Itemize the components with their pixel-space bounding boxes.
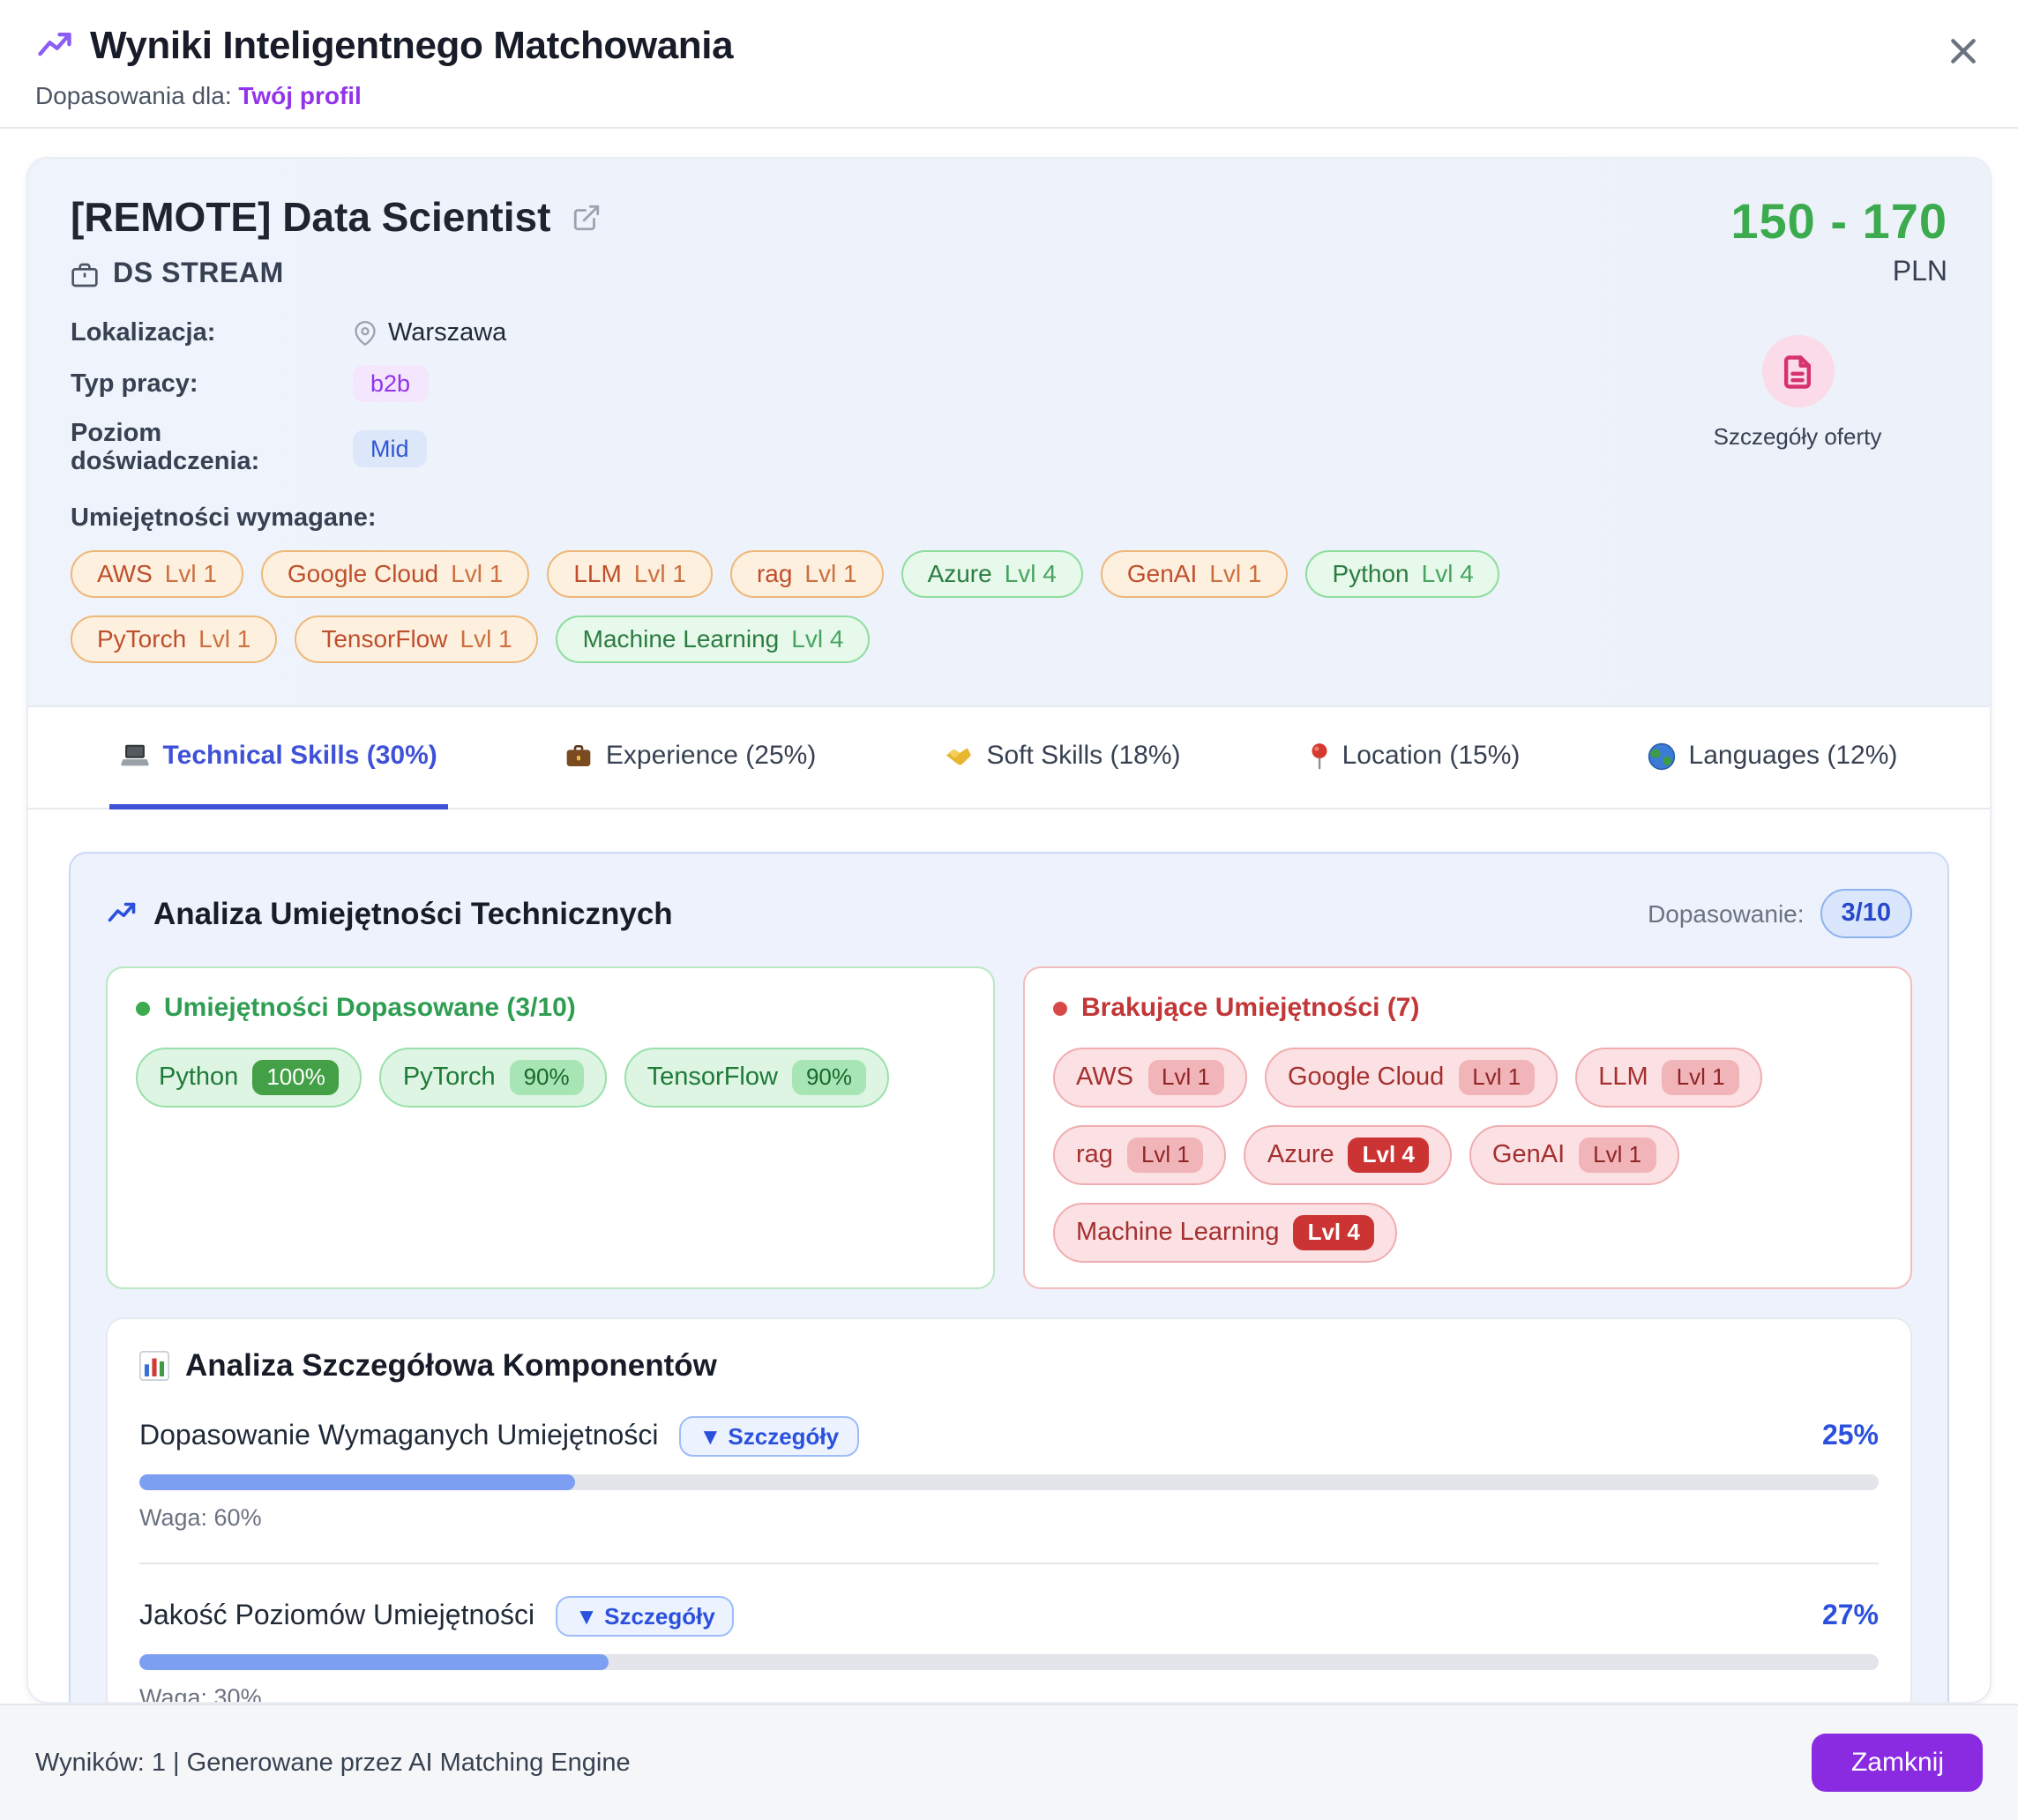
missing-skill-pill: rag Lvl 1 xyxy=(1053,1125,1227,1185)
company-name: DS STREAM xyxy=(113,259,284,289)
progress-bar xyxy=(139,1474,1879,1490)
divider xyxy=(139,1563,1879,1564)
experience-badge: Mid xyxy=(353,429,427,466)
location-label: Lokalizacja: xyxy=(71,319,216,347)
work-type-badge: b2b xyxy=(353,365,429,402)
modal-header: Wyniki Inteligentnego Matchowania Dopaso… xyxy=(0,0,2018,129)
close-icon[interactable] xyxy=(1944,32,1983,71)
analysis-title: Analiza Umiejętności Technicznych xyxy=(153,895,673,930)
briefcase-icon xyxy=(565,742,594,769)
job-result-card: [REMOTE] Data Scientist xyxy=(26,157,1992,1704)
work-type-label: Typ pracy: xyxy=(71,369,198,398)
match-label: Dopasowanie: xyxy=(1648,899,1805,928)
skill-chip: AWS Lvl 1 xyxy=(71,550,243,598)
trending-up-icon xyxy=(35,26,74,65)
experience-label: Poziom doświadczenia: xyxy=(71,420,260,476)
external-link-icon[interactable] xyxy=(572,203,602,233)
tab-technical-skills[interactable]: Technical Skills (30%) xyxy=(109,707,448,809)
salary-currency: PLN xyxy=(1892,257,1947,287)
handshake-icon xyxy=(944,743,974,768)
matched-skill-pill: Python 100% xyxy=(136,1048,362,1108)
details-toggle-button[interactable]: ▼ Szczegóły xyxy=(679,1416,859,1457)
missing-skill-pill: Google Cloud Lvl 1 xyxy=(1264,1048,1558,1108)
modal-footer: Wyników: 1 | Generowane przez AI Matchin… xyxy=(0,1704,2018,1820)
skill-chip: GenAI Lvl 1 xyxy=(1100,550,1289,598)
skill-chip: PyTorch Lvl 1 xyxy=(71,615,278,663)
skill-chip: LLM Lvl 1 xyxy=(547,550,713,598)
skill-chip: Google Cloud Lvl 1 xyxy=(260,550,530,598)
missing-skill-pill: GenAI Lvl 1 xyxy=(1469,1125,1679,1185)
close-button[interactable]: Zamknij xyxy=(1812,1734,1983,1792)
missing-skills-title: Brakujące Umiejętności (7) xyxy=(1081,993,1420,1023)
page-title: Wyniki Inteligentnego Matchowania xyxy=(90,23,734,67)
missing-skill-pill: Machine Learning Lvl 4 xyxy=(1053,1203,1397,1263)
tab-location[interactable]: Location (15%) xyxy=(1298,707,1531,809)
component-row: Jakość Poziomów Umiejętności ▼ Szczegóły… xyxy=(139,1596,1879,1704)
matched-skill-pill: PyTorch 90% xyxy=(379,1048,607,1108)
match-score-badge: 3/10 xyxy=(1820,889,1912,938)
tab-soft-skills[interactable]: Soft Skills (18%) xyxy=(933,707,1191,809)
missing-skills-box: Brakujące Umiejętności (7) AWS Lvl 1 Goog… xyxy=(1023,966,1912,1289)
location-value: Warszawa xyxy=(353,319,1517,347)
technical-analysis-card: Analiza Umiejętności Technicznych Dopaso… xyxy=(69,852,1949,1704)
category-tabs: Technical Skills (30%) Experience (25%) xyxy=(28,707,1990,809)
components-analysis-box: Analiza Szczegółowa Komponentów Dopasowa… xyxy=(106,1317,1912,1704)
required-skills-label: Umiejętności wymagane: xyxy=(71,504,377,533)
missing-skill-pill: Azure Lvl 4 xyxy=(1244,1125,1452,1185)
missing-skill-pill: LLM Lvl 1 xyxy=(1575,1048,1762,1108)
modal-body: [REMOTE] Data Scientist xyxy=(0,129,2018,1704)
component-percent: 27% xyxy=(1821,1600,1879,1630)
components-title: Analiza Szczegółowa Komponentów xyxy=(185,1347,717,1383)
salary-range: 150 - 170 xyxy=(1730,194,1947,249)
trending-up-blue-icon xyxy=(106,898,138,929)
component-weight: Waga: 60% xyxy=(139,1504,262,1531)
component-label: Dopasowanie Wymaganych Umiejętności xyxy=(139,1421,659,1451)
required-skills-list: AWS Lvl 1 Google Cloud Lvl 1 LLM Lvl 1 rag L… xyxy=(71,550,1517,663)
subtitle: Dopasowania dla: Twój profil xyxy=(35,81,1983,109)
details-toggle-button[interactable]: ▼ Szczegóły xyxy=(556,1596,735,1637)
profile-link[interactable]: Twój profil xyxy=(238,81,362,109)
skill-chip: Machine Learning Lvl 4 xyxy=(556,615,871,663)
offer-details-label: Szczegóły oferty xyxy=(1713,423,1882,450)
missing-skill-pill: AWS Lvl 1 xyxy=(1053,1048,1247,1108)
matched-skills-title: Umiejętności Dopasowane (3/10) xyxy=(164,993,576,1023)
offer-details-button[interactable]: Szczegóły oferty xyxy=(1713,335,1882,450)
matched-skills-box: Umiejętności Dopasowane (3/10) Python 100… xyxy=(106,966,995,1289)
globe-icon xyxy=(1648,742,1677,770)
matched-skill-pill: TensorFlow 90% xyxy=(624,1048,889,1108)
skill-chip: Azure Lvl 4 xyxy=(901,550,1083,598)
progress-bar xyxy=(139,1654,1879,1670)
component-weight: Waga: 30% xyxy=(139,1684,262,1704)
component-percent: 25% xyxy=(1821,1421,1879,1451)
map-pin-icon xyxy=(353,321,377,346)
laptop-icon xyxy=(121,742,151,769)
bar-chart-icon xyxy=(139,1351,169,1381)
tab-experience[interactable]: Experience (25%) xyxy=(555,707,826,809)
tab-languages[interactable]: Languages (12%) xyxy=(1638,707,1909,809)
briefcase-outline-icon xyxy=(71,261,99,289)
component-label: Jakość Poziomów Umiejętności xyxy=(139,1600,535,1630)
job-title: [REMOTE] Data Scientist xyxy=(71,194,551,240)
pushpin-icon xyxy=(1309,742,1330,770)
subtitle-label: Dopasowania dla: xyxy=(35,81,239,109)
document-icon[interactable] xyxy=(1761,335,1834,407)
skill-chip: rag Lvl 1 xyxy=(729,550,884,598)
green-dot-icon xyxy=(136,1001,150,1015)
tab-panel-technical: Analiza Umiejętności Technicznych Dopaso… xyxy=(28,809,1990,1704)
job-summary: [REMOTE] Data Scientist xyxy=(28,159,1990,707)
results-status: Wyników: 1 | Generowane przez AI Matchin… xyxy=(35,1749,631,1777)
red-dot-icon xyxy=(1053,1001,1067,1015)
component-row: Dopasowanie Wymaganych Umiejętności ▼ Sz… xyxy=(139,1416,1879,1531)
skill-chip: Python Lvl 4 xyxy=(1305,550,1500,598)
skill-chip: TensorFlow Lvl 1 xyxy=(295,615,539,663)
